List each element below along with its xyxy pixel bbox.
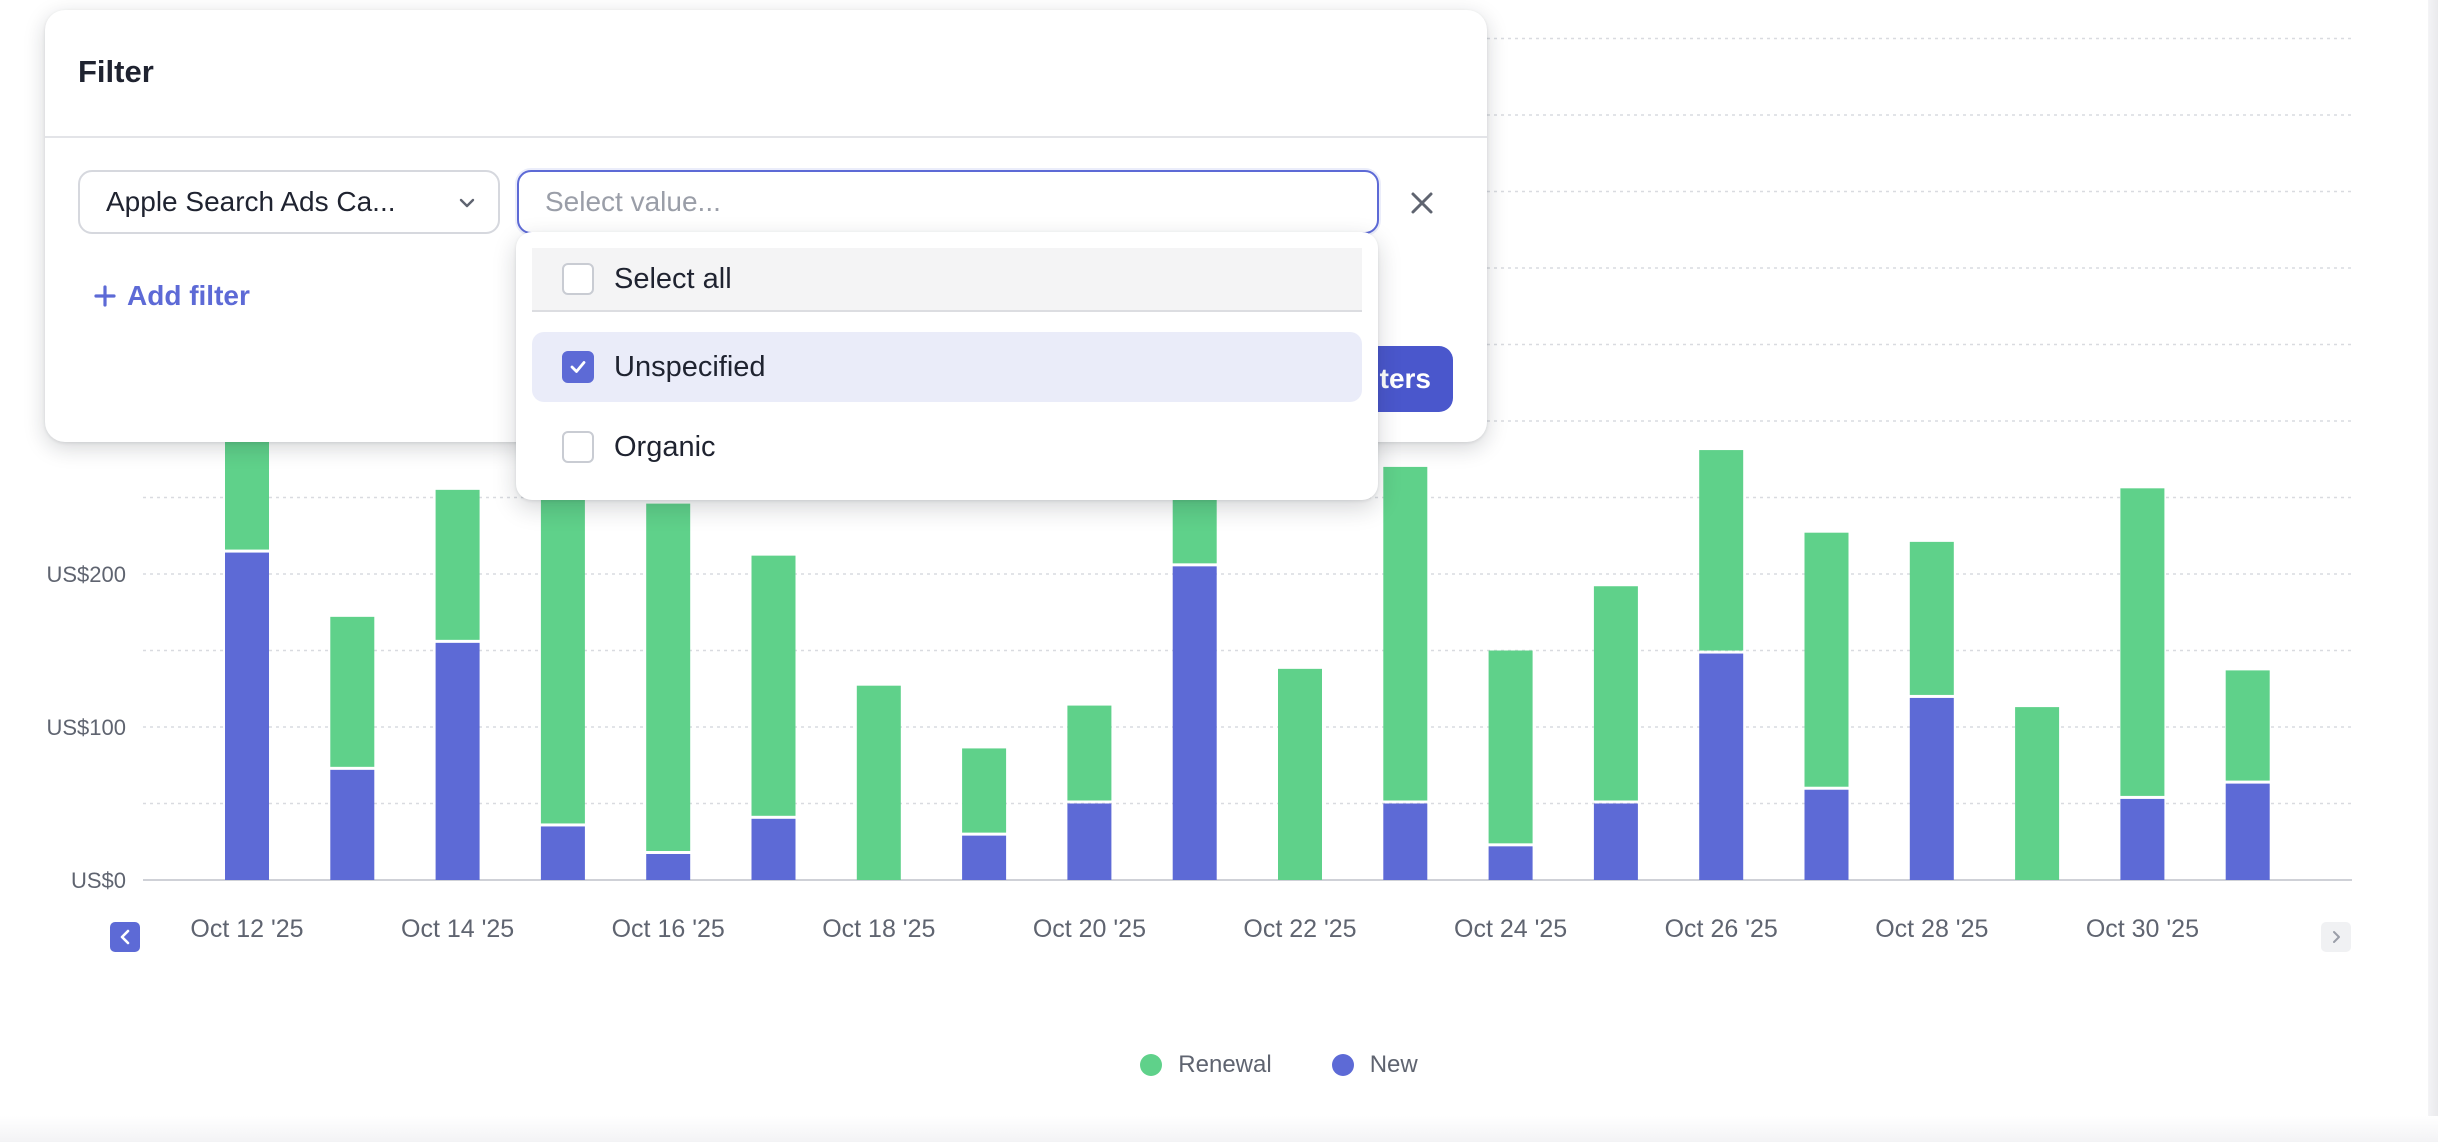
bar-renewal[interactable] [1804,532,1849,787]
option-label: Select all [614,262,732,295]
bar-new[interactable] [1067,803,1112,881]
dropdown-option-organic[interactable]: Organic [532,412,1362,482]
filter-dialog-divider [45,136,1487,138]
chart-gridlines [143,37,2352,881]
dropdown-option-unspecified[interactable]: Unspecified [532,332,1362,402]
filter-dialog-title: Filter [78,54,154,89]
bar-new[interactable] [1383,803,1428,881]
bar-renewal[interactable] [2225,670,2270,781]
page-scroll-edge [2428,0,2438,1142]
chart-bars [225,421,2270,880]
legend-item-renewal[interactable]: Renewal [1140,1051,1272,1079]
x-tick-label: Oct 30 '25 [2086,915,2199,943]
x-tick-label: Oct 28 '25 [1875,915,1988,943]
bar-renewal[interactable] [1699,450,1744,651]
bar-new[interactable] [1699,653,1744,880]
bar-renewal[interactable] [2120,488,2165,796]
x-tick-label: Oct 18 '25 [822,915,935,943]
bar-new[interactable] [435,642,480,880]
bar-new[interactable] [540,826,585,880]
y-tick-label: US$0 [71,868,126,893]
filter-field-value: Apple Search Ads Ca... [106,186,396,217]
bar-renewal[interactable] [435,489,480,640]
bar-new[interactable] [1488,846,1533,880]
x-tick-label: Oct 12 '25 [190,915,303,943]
option-label: Unspecified [614,350,766,383]
chart-legend: Renewal New [0,1050,2438,1080]
bar-new[interactable] [2120,798,2165,880]
x-tick-label: Oct 16 '25 [612,915,725,943]
bar-renewal[interactable] [1278,668,1322,880]
bar-renewal[interactable] [1383,466,1428,801]
x-axis: Oct 12 '25 Oct 14 '25 Oct 16 '25 Oct 18 '25… [190,915,2199,943]
chevron-right-icon [2333,931,2340,943]
x-tick-label: Oct 26 '25 [1665,915,1778,943]
y-tick-label: US$200 [46,562,126,587]
dropdown-option-select-all[interactable]: Select all [532,248,1362,312]
bar-renewal[interactable] [330,616,375,767]
bar-new[interactable] [330,769,375,880]
bar-new[interactable] [962,835,1007,880]
chevron-left-icon [120,929,130,945]
chart-prev-button[interactable] [110,922,140,952]
x-tick-label: Oct 22 '25 [1243,915,1356,943]
filter-value-dropdown: Select all Unspecified Organic [516,232,1378,500]
bar-new[interactable] [1804,789,1849,880]
x-tick-label: Oct 24 '25 [1454,915,1567,943]
chart-next-button[interactable] [2321,922,2351,952]
legend-item-new[interactable]: New [1331,1051,1418,1079]
checkmark-icon [570,361,586,373]
bar-new[interactable] [225,552,269,880]
chevron-down-icon [459,198,475,208]
checkbox-select-all[interactable] [562,263,594,295]
filter-field-select[interactable]: Apple Search Ads Ca... [78,170,500,234]
checkbox-organic[interactable] [562,431,594,463]
option-label: Organic [614,430,716,463]
bar-renewal[interactable] [1909,541,1954,695]
bar-renewal[interactable] [751,555,796,816]
bar-new[interactable] [646,853,691,880]
add-filter-label: Add filter [127,280,250,311]
bar-renewal[interactable] [2015,707,2060,880]
bar-new[interactable] [1172,566,1217,880]
bar-new[interactable] [2225,783,2270,880]
bar-new[interactable] [1909,697,1954,880]
legend-label-renewal: Renewal [1178,1051,1272,1078]
plus-icon [94,285,116,307]
add-filter-button[interactable]: Add filter [93,280,250,312]
bar-new[interactable] [1593,803,1638,881]
y-tick-label: US$100 [46,715,126,740]
x-tick-label: Oct 14 '25 [401,915,514,943]
bar-renewal[interactable] [646,503,691,851]
bar-renewal[interactable] [1593,586,1638,801]
filter-value-input[interactable] [517,170,1379,234]
bar-renewal[interactable] [225,421,269,550]
legend-label-new: New [1369,1051,1418,1078]
bar-renewal[interactable] [962,748,1007,833]
bar-renewal[interactable] [1067,705,1112,801]
bar-new[interactable] [751,818,796,880]
bar-renewal[interactable] [1488,650,1533,844]
close-icon [1411,192,1433,214]
y-axis: US$0 US$100 US$200 [46,562,126,893]
x-tick-label: Oct 20 '25 [1033,915,1146,943]
legend-dot-renewal [1140,1054,1163,1076]
page-bottom-edge [0,1116,2438,1142]
checkbox-unspecified[interactable] [562,351,594,383]
bar-renewal[interactable] [856,685,901,880]
legend-dot-new [1331,1054,1354,1076]
remove-filter-button[interactable] [1405,186,1439,220]
